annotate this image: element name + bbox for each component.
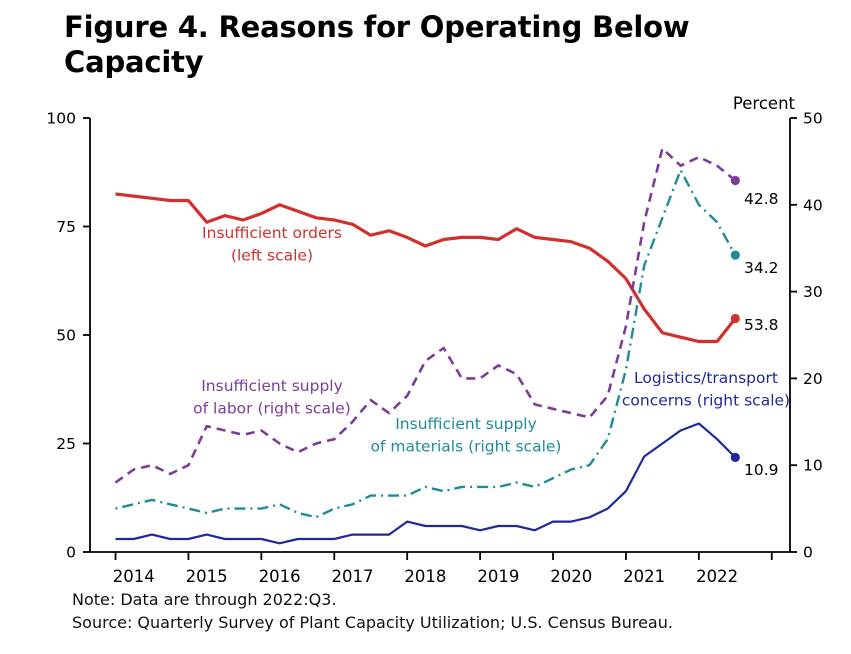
annotation-text-line: concerns (right scale): [622, 392, 790, 410]
end-value-label-insufficient-supply-of-labor: 42.8: [744, 190, 779, 208]
figure-title: Figure 4. Reasons for Operating Below Cap…: [64, 10, 744, 81]
annotation-text-line: Logistics/transport: [634, 369, 778, 387]
x-axis-year-label: 2014: [113, 567, 155, 586]
x-axis-year-label: 2019: [477, 567, 519, 586]
left-axis-tick-label: 100: [46, 110, 76, 128]
annotation-logistics-label: Logistics/transport concerns (right scale…: [622, 369, 790, 410]
end-dot-insufficient-supply-of-materials: [730, 250, 740, 260]
annotation-text-line: Insufficient supply: [201, 377, 343, 395]
x-axis-year-label: 2017: [332, 567, 374, 586]
right-axis-tick-label: 30: [803, 283, 823, 301]
x-axis-year-label: 2018: [404, 567, 446, 586]
right-axis-unit-label: Percent: [732, 94, 795, 113]
series-line-logistics-transport-concerns: [115, 422, 737, 545]
annotation-text-line: Insufficient supply: [395, 415, 537, 433]
series-line-insufficient-supply-of-labor: [114, 147, 737, 484]
end-value-label-insufficient-orders: 53.8: [744, 316, 779, 334]
x-axis-year-label: 2021: [623, 567, 665, 586]
chart-axes: [89, 118, 791, 553]
series-line-insufficient-supply-of-materials: [115, 168, 737, 519]
axis-bottom: 2014 2015 2016 2017 2018 2019 2020 2021 2022: [113, 552, 773, 586]
chart-notes: Note: Data are through 2022:Q3. Source: …: [72, 588, 673, 634]
x-axis-year-label: 2015: [186, 567, 228, 586]
annotation-text-line: Insufficient orders: [202, 224, 342, 242]
series-insufficient-orders: 53.8: [115, 192, 779, 344]
right-axis-tick-label: 0: [803, 544, 813, 562]
right-axis-tick-label: 10: [803, 457, 823, 475]
annotation-labor-label: Insufficient supply of labor (right scale…: [193, 377, 351, 418]
annotation-text-line: of labor (right scale): [193, 400, 351, 418]
series-insufficient-supply-of-labor: 42.8: [114, 147, 779, 484]
series-insufficient-supply-of-materials: 34.2: [115, 168, 779, 519]
annotation-text-line: (left scale): [231, 247, 313, 265]
right-axis-tick-label: 50: [803, 110, 823, 128]
figure-title-line1: Figure 4. Reasons for Operating Below: [64, 10, 690, 44]
left-axis-tick-label: 25: [56, 435, 76, 453]
series-line-insufficient-orders: [115, 192, 737, 344]
end-dot-insufficient-supply-of-labor: [730, 175, 740, 186]
right-axis-tick-label: 40: [803, 196, 823, 214]
x-axis-year-label: 2016: [259, 567, 301, 586]
left-axis-tick-label: 50: [56, 327, 76, 345]
annotation-orders-label: Insufficient orders (left scale): [202, 224, 342, 265]
right-axis-tick-label: 20: [803, 370, 823, 388]
left-axis-tick-label: 75: [56, 218, 76, 236]
figure-title-line2: Capacity: [64, 45, 204, 80]
end-value-label-logistics-transport-concerns: 10.9: [744, 461, 779, 479]
left-axis-tick-label: 0: [66, 544, 76, 562]
x-axis-year-label: 2022: [696, 567, 738, 586]
end-dot-logistics-transport-concerns: [730, 452, 740, 462]
source-line: Source: Quarterly Survey of Plant Capaci…: [72, 613, 673, 633]
end-value-label-insufficient-supply-of-materials: 34.2: [744, 259, 779, 277]
x-axis-year-label: 2020: [550, 567, 592, 586]
annotation-text-line: of materials (right scale): [371, 438, 562, 456]
annotation-materials-label: Insufficient supply of materials (right s…: [371, 415, 562, 456]
axis-right: 0 10 20 30 40 50: [790, 110, 823, 562]
end-dot-insufficient-orders: [730, 313, 740, 324]
axis-left: 0 25 50 75 100: [46, 110, 90, 562]
note-line: Note: Data are through 2022:Q3.: [72, 590, 337, 609]
series-logistics-transport-concerns: 10.9: [115, 422, 779, 545]
